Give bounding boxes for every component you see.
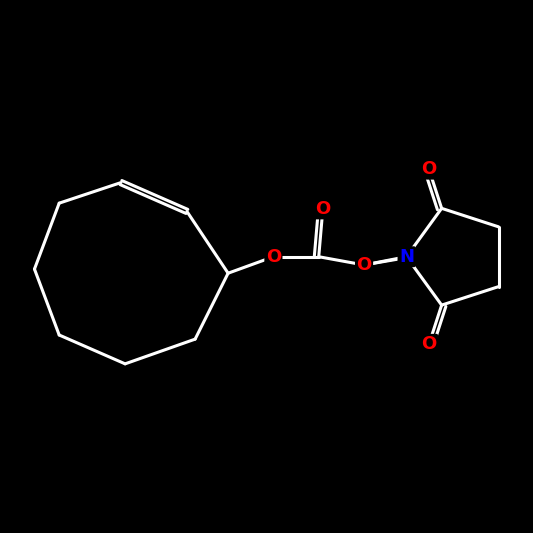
Text: O: O (421, 160, 437, 178)
Text: O: O (357, 256, 372, 274)
Text: O: O (315, 200, 330, 218)
Text: N: N (399, 248, 414, 266)
Text: O: O (266, 248, 281, 266)
Text: O: O (421, 335, 437, 353)
